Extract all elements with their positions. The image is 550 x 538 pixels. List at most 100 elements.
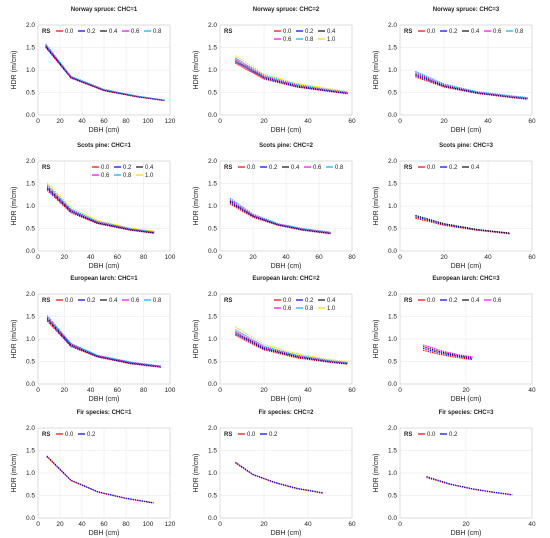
series-line-rs-0-4 (46, 187, 155, 234)
y-tick-label: 0.5 (26, 493, 35, 500)
legend-label: 0.0 (65, 298, 74, 304)
legend-label: 0.2 (305, 29, 314, 35)
y-tick-label: 0.5 (388, 359, 397, 366)
y-tick-label: 2.0 (208, 425, 217, 432)
series-line-rs-0-8 (235, 57, 348, 93)
y-tick-label: 2.0 (388, 22, 397, 29)
x-tick-label: 0 (36, 254, 40, 261)
chart-title: Norway spruce: CHC=2 (253, 7, 320, 13)
x-tick-label: 20 (249, 254, 257, 261)
y-tick-label: 0.0 (208, 112, 217, 119)
legend-label: 0.2 (449, 298, 458, 304)
series-line-rs-0-6 (415, 72, 528, 99)
series-line-rs-0-6 (46, 185, 155, 233)
series-line-rs-0-2 (46, 188, 155, 234)
legend-title: RS (224, 165, 232, 171)
legend-label: 0.0 (65, 29, 74, 35)
x-axis-label: DBH (cm) (271, 396, 302, 403)
y-tick-label: 0.5 (208, 359, 217, 366)
x-tick-label: 40 (78, 521, 86, 528)
legend-label: 0.4 (291, 165, 300, 171)
legend-label: 0.0 (427, 432, 436, 438)
plot-frame (37, 427, 171, 519)
chart-panel-12: Fir species: CHC=3 0 20 40 0.0 0.5 1.0 1.5 2.0 DB… (373, 410, 536, 537)
y-tick-label: 2.0 (26, 22, 35, 29)
x-tick-label: 120 (165, 118, 176, 125)
chart-panel-1: Norway spruce: CHC=1 0 20 40 60 80 100 120 0.0 0.… (11, 7, 176, 134)
legend-label: 0.8 (123, 173, 132, 179)
x-tick-label: 80 (122, 118, 130, 125)
chart-title: Norway spruce: CHC=3 (433, 7, 500, 13)
series-line-rs-0-4 (235, 60, 348, 94)
legend-label: 0.4 (471, 165, 480, 171)
y-tick-label: 1.0 (388, 336, 397, 343)
y-tick-label: 0.5 (26, 90, 35, 97)
y-tick-label: 1.5 (208, 181, 217, 188)
legend-label: 0.0 (65, 432, 74, 438)
legend-label: 0.2 (449, 165, 458, 171)
series-line-rs-0-8 (235, 329, 348, 363)
x-tick-label: 0 (398, 387, 402, 394)
series-line-rs-0-8 (45, 43, 165, 101)
x-axis-label: DBH (cm) (451, 127, 482, 134)
plot-frame (399, 293, 533, 385)
x-tick-label: 0 (398, 521, 402, 528)
series-line-rs-0-4 (235, 332, 348, 364)
x-tick-label: 20 (61, 254, 69, 261)
legend-label: 0.0 (101, 165, 110, 171)
series-line-rs-0-2 (422, 347, 473, 360)
y-tick-label: 1.0 (208, 336, 217, 343)
chart-panel-11: Fir species: CHC=2 0 20 40 60 0.0 0.5 1.0 1.5 2.0… (193, 410, 356, 537)
chart-panel-6: Scots pine: CHC=3 0 20 40 60 0.0 0.5 1.0 1.5 2.0 D… (373, 143, 536, 270)
legend-title: RS (42, 298, 50, 304)
legend-label: 0.0 (283, 29, 292, 35)
x-axis-label: DBH (cm) (271, 127, 302, 134)
series-line-rs-0-0 (415, 217, 511, 235)
chart-panel-9: European larch: CHC=3 0 20 40 0.0 0.5 1.0 1.5 2.… (373, 276, 536, 403)
y-tick-label: 0.0 (388, 112, 397, 119)
x-tick-label: 0 (398, 118, 402, 125)
series-line-rs-0-2 (45, 46, 165, 102)
series-line-rs-0-0 (422, 349, 473, 361)
chart-title: European larch: CHC=2 (252, 276, 320, 282)
y-tick-label: 1.5 (208, 448, 217, 455)
x-tick-label: 20 (56, 118, 64, 125)
y-tick-label: 2.0 (26, 291, 35, 298)
x-tick-label: 0 (218, 118, 222, 125)
series-line-rs-0-2 (415, 216, 511, 234)
y-tick-label: 1.5 (26, 448, 35, 455)
legend-label: 0.8 (305, 37, 314, 43)
y-tick-label: 2.0 (208, 158, 217, 165)
x-tick-label: 20 (260, 387, 268, 394)
legend-label: 0.6 (493, 298, 502, 304)
legend-label: 0.6 (131, 29, 140, 35)
y-axis-label: HDR (m/cm) (11, 187, 18, 226)
series-line-rs-0-2 (235, 333, 348, 365)
chart-panel-7: European larch: CHC=1 0 20 40 60 80 100 0.0 0.5 1… (11, 276, 176, 403)
legend-title: RS (224, 432, 232, 438)
y-axis-label: HDR (m/cm) (373, 187, 380, 226)
legend-label: 0.0 (427, 165, 436, 171)
legend-label: 0.2 (449, 29, 458, 35)
chart-title: European larch: CHC=1 (70, 276, 138, 282)
y-axis-label: HDR (m/cm) (373, 320, 380, 359)
legend-label: 0.4 (471, 29, 480, 35)
y-tick-label: 0.5 (388, 226, 397, 233)
legend-label: 1.0 (327, 37, 336, 43)
x-tick-label: 0 (218, 387, 222, 394)
x-axis-label: DBH (cm) (451, 530, 482, 537)
y-axis-label: HDR (m/cm) (193, 187, 200, 226)
series-line-rs-0-8 (229, 197, 331, 233)
x-tick-label: 80 (140, 254, 148, 261)
y-axis-label: HDR (m/cm) (193, 320, 200, 359)
x-tick-label: 20 (462, 387, 470, 394)
y-tick-label: 0.0 (388, 515, 397, 522)
x-tick-label: 100 (165, 387, 176, 394)
y-axis-label: HDR (m/cm) (193, 454, 200, 493)
chart-title: Scots pine: CHC=3 (439, 143, 494, 149)
y-tick-label: 1.5 (388, 448, 397, 455)
plot-frame (399, 24, 533, 116)
y-tick-label: 1.5 (26, 181, 35, 188)
legend-label: 1.0 (327, 306, 336, 312)
